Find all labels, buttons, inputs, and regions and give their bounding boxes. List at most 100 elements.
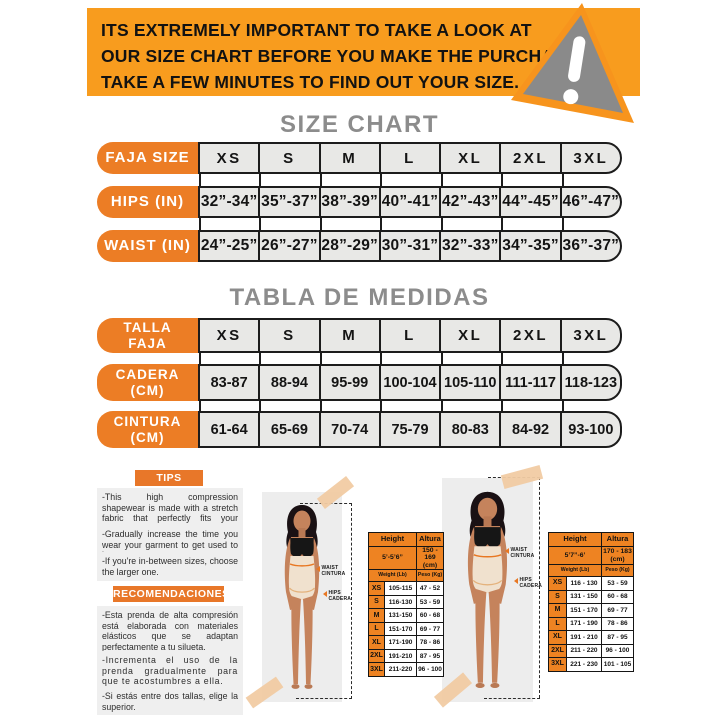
cadera-label: CADERA [328, 596, 352, 602]
kg-cell: 96 - 100 [601, 643, 634, 658]
cintura-label: CINTURA [510, 553, 535, 559]
lb-cell: 131 - 150 [566, 589, 602, 604]
table-row-cadera: CADERA (CM) 83-87 88-94 95-99 100-104 10… [97, 364, 622, 401]
lb-cell: 211 - 220 [566, 643, 602, 658]
value-cell: 65-69 [258, 413, 318, 446]
size-cell: L [548, 616, 567, 631]
value-cell: 95-99 [318, 366, 379, 399]
size-cell: M [318, 144, 379, 172]
table-row-sizes: FAJA SIZE XS S M L XL 2XL 3XL [97, 142, 622, 174]
row-cells: 32”-34” 35”-37” 38”-39” 40”-41” 42”-43” … [198, 186, 622, 218]
model-figure-tall [442, 478, 533, 702]
waist-callout: WAIST CINTURA [316, 565, 345, 577]
kg-cell: 53 - 59 [416, 594, 444, 610]
lb-cell: 105-115 [384, 581, 417, 596]
lb-cell: 211-220 [384, 662, 417, 677]
waist-label: WAIST [321, 565, 339, 571]
size-cell: 3XL [548, 657, 567, 672]
value-cell: 93-100 [559, 413, 620, 446]
height-header: Height [548, 532, 602, 547]
cintura-label: CINTURA [321, 571, 346, 577]
size-chart-title: SIZE CHART [280, 111, 439, 138]
size-cell: S [258, 144, 318, 172]
value-cell: 84-92 [499, 413, 559, 446]
hips-callout: HIPS CADERA [514, 577, 542, 589]
lb-cell: 191-210 [384, 648, 417, 664]
table-row-waist: WAIST (IN) 24”-25” 26”-27” 28”-29” 30”-3… [97, 230, 622, 262]
arrow-left-icon [514, 578, 518, 584]
size-cell: 2XL [548, 643, 567, 658]
table-row-hips: HIPS (IN) 32”-34” 35”-37” 38”-39” 40”-41… [97, 186, 622, 218]
value-cell: 30”-31” [378, 232, 439, 260]
row-label-line: (CM) [130, 429, 165, 445]
row-label-hips: HIPS (IN) [97, 186, 198, 218]
value-cell: 111-117 [499, 366, 559, 399]
weight-table-short: Height Altura 5’-5’6” 150 - 169 (cm) Weigh… [368, 532, 444, 677]
row-label-line: FAJA [128, 335, 167, 351]
lb-cell: 171-190 [384, 635, 417, 650]
row-label-cintura: CINTURA (CM) [97, 411, 198, 448]
row-cells: XS S M L XL 2XL 3XL [198, 142, 622, 174]
altura-header: Altura [416, 532, 444, 547]
size-cell: 2XL [368, 648, 385, 664]
size-cell: 3XL [559, 320, 620, 351]
height-bracket-side [539, 477, 540, 698]
value-cell: 36”-37” [559, 232, 620, 260]
cadera-label: CADERA [519, 583, 543, 589]
hips-label: HIPS [328, 590, 341, 596]
arrow-left-icon [316, 566, 320, 572]
value-cell: 24”-25” [200, 237, 258, 254]
size-cell: L [378, 144, 439, 172]
column-connector [97, 218, 622, 230]
lb-cell: 191 - 210 [566, 630, 602, 645]
value-cell: 32”-33” [439, 232, 499, 260]
waist-label: WAIST [510, 547, 528, 553]
recomendaciones-title: RECOMENDACIONES [113, 586, 230, 602]
hips-callout: HIPS CADERA [323, 590, 351, 602]
weight-header: Weight (Lb) [368, 569, 417, 583]
value-cell: 70-74 [318, 413, 379, 446]
value-cell: 46”-47” [559, 188, 620, 216]
value-cell: 105-110 [439, 366, 499, 399]
hips-label: HIPS [519, 577, 532, 583]
tabla-medidas-table: TALLA FAJA XS S M L XL 2XL 3XL CADERA (C… [97, 318, 622, 448]
arrow-left-icon [323, 591, 327, 597]
kg-cell: 60 - 68 [416, 608, 444, 623]
table-row-cintura: CINTURA (CM) 61-64 65-69 70-74 75-79 80-… [97, 411, 622, 448]
value-cell: 75-79 [378, 413, 439, 446]
row-label-faja-size: FAJA SIZE [97, 142, 198, 174]
row-label-line: CINTURA [113, 414, 182, 430]
size-cell: M [548, 603, 567, 618]
row-cells: 83-87 88-94 95-99 100-104 105-110 111-11… [198, 364, 622, 401]
recomendaciones-note: -Incrementa el uso de la prenda gradualm… [97, 651, 243, 691]
value-cell: 100-104 [378, 366, 439, 399]
kg-cell: 96 - 100 [416, 662, 444, 677]
row-label-line: FAJA SIZE [105, 148, 190, 166]
waist-callout: WAIST CINTURA [505, 547, 534, 559]
kg-cell: 69 - 77 [416, 621, 444, 637]
size-cell: S [548, 589, 567, 604]
value-cell: 83-87 [210, 374, 248, 391]
lb-cell: 116-130 [384, 594, 417, 610]
height-header: Height [368, 532, 417, 547]
row-cells: 61-64 65-69 70-74 75-79 80-83 84-92 93-1… [198, 411, 622, 448]
value-cell: 38”-39” [318, 188, 379, 216]
kg-cell: 101 - 105 [601, 657, 634, 672]
tabla-medidas-title: TABLA DE MEDIDAS [229, 284, 490, 311]
recomendaciones-note: -Si estás entre dos tallas, elige la sup… [97, 687, 243, 715]
warning-text-line: OUR SIZE CHART BEFORE YOU MAKE THE PURCH… [101, 46, 583, 66]
size-cell: 3XL [368, 662, 385, 677]
tips-note: -If you're in-between sizes, choose the … [97, 552, 243, 582]
size-cell: XL [368, 635, 385, 650]
altura-range: 150 - 169 (cm) [416, 545, 444, 571]
kg-cell: 87 - 95 [601, 630, 634, 645]
size-cell: XS [216, 327, 242, 344]
size-chart-table: FAJA SIZE XS S M L XL 2XL 3XL HIPS (IN) … [97, 142, 622, 262]
value-cell: 118-123 [559, 366, 620, 399]
kg-cell: 47 - 52 [416, 581, 444, 596]
size-cell: XS [368, 581, 385, 596]
lb-cell: 131-150 [384, 608, 417, 623]
height-bracket-bottom [296, 698, 352, 699]
height-bracket-bottom [484, 698, 540, 699]
